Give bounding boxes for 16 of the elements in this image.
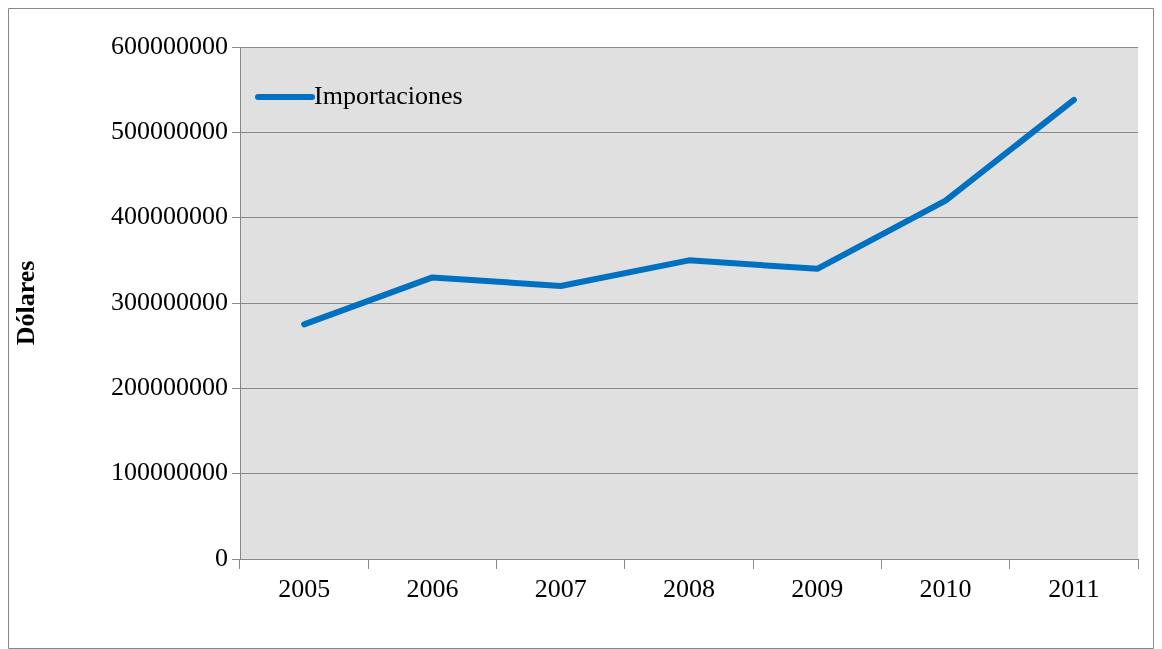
x-tick-label: 2008: [663, 574, 715, 604]
x-tick-label: 2006: [406, 574, 459, 604]
y-axis-title: Dólares: [11, 260, 41, 346]
x-tick-label: 2010: [919, 574, 972, 604]
y-tick-label: 400000000: [111, 201, 228, 231]
y-tick-label: 100000000: [111, 457, 228, 487]
y-tick-label: 200000000: [111, 372, 228, 402]
y-tick-label: 500000000: [111, 116, 228, 146]
x-tick-label: 2009: [791, 574, 844, 604]
x-tick-label: 2007: [534, 574, 587, 604]
legend-label: Importaciones: [314, 80, 463, 110]
x-tick-label: 2005: [278, 574, 331, 604]
y-tick-label: 300000000: [111, 286, 228, 316]
y-tick-label: 0: [215, 542, 228, 572]
x-tick-label: 2011: [1048, 574, 1100, 604]
y-tick-label: 600000000: [111, 30, 228, 60]
